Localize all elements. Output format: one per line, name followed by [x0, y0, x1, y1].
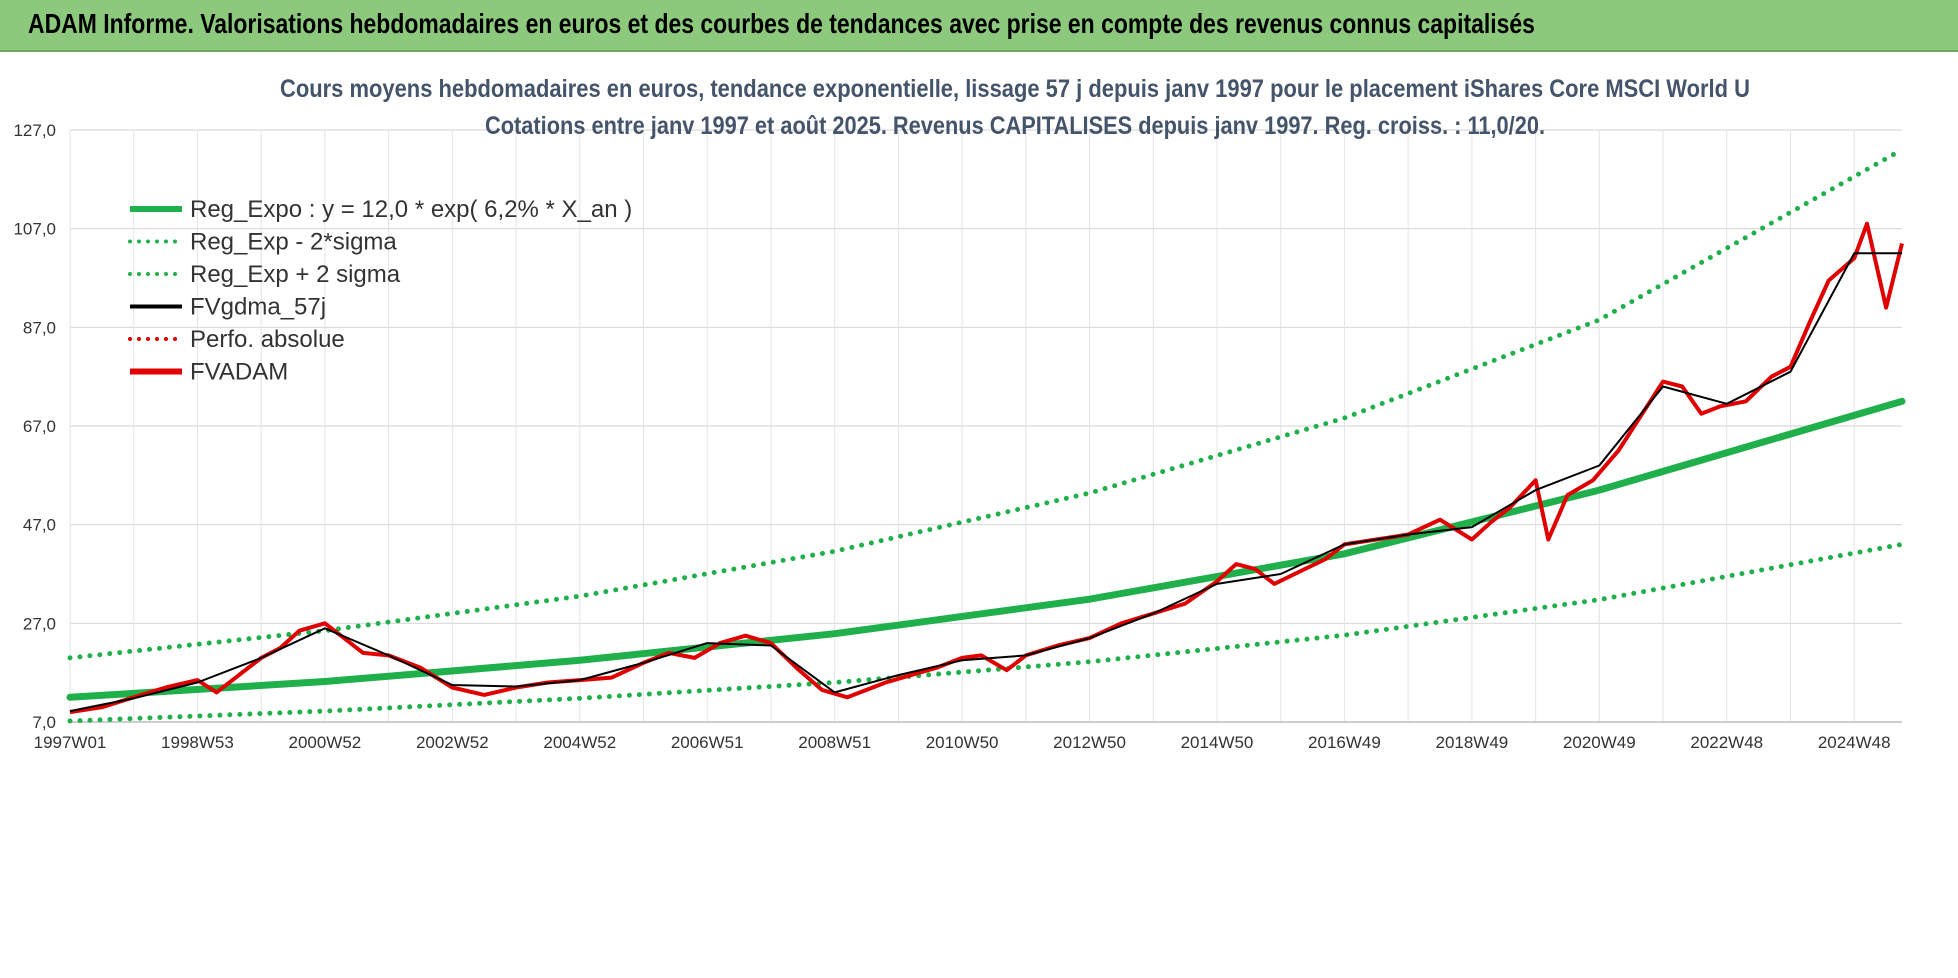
- x-tick-label: 2012W50: [1053, 733, 1126, 752]
- legend-label: Reg_Exp - 2*sigma: [190, 229, 397, 256]
- x-tick-label: 2010W50: [926, 733, 999, 752]
- x-tick-label: 2008W51: [798, 733, 871, 752]
- report-title: ADAM Informe. Valorisations hebdomadaire…: [28, 8, 1535, 39]
- legend-label: FVADAM: [190, 359, 288, 386]
- chart-title-line-1: Cours moyens hebdomadaires en euros, ten…: [280, 75, 1750, 103]
- chart-title-line-2: Cotations entre janv 1997 et août 2025. …: [485, 112, 1545, 140]
- x-tick-label: 2022W48: [1690, 733, 1763, 752]
- y-tick-label: 27,0: [23, 614, 56, 633]
- legend-label: Reg_Exp + 2 sigma: [190, 261, 401, 288]
- x-tick-label: 1997W01: [34, 733, 107, 752]
- series-reg-expo: [66, 397, 1906, 701]
- grid: [69, 129, 1902, 723]
- x-tick-label: 2000W52: [288, 733, 361, 752]
- x-tick-label: 2004W52: [543, 733, 616, 752]
- y-tick-label: 107,0: [13, 220, 56, 239]
- x-tick-label: 2020W49: [1563, 733, 1636, 752]
- x-tick-label: 2024W48: [1818, 733, 1891, 752]
- legend-label: Reg_Expo : y = 12,0 * exp( 6,2% * X_an ): [190, 196, 632, 223]
- x-tick-label: 2006W51: [671, 733, 744, 752]
- x-tick-label: 2016W49: [1308, 733, 1381, 752]
- series-layer: [66, 147, 1906, 724]
- y-axis: 7,0 27,0 47,0 67,0 87,0 107,0 127,0: [13, 121, 56, 732]
- y-tick-label: 47,0: [23, 516, 56, 535]
- legend-label: FVgdma_57j: [190, 294, 326, 321]
- report-banner: ADAM Informe. Valorisations hebdomadaire…: [0, 0, 1958, 52]
- y-tick-label: 67,0: [23, 417, 56, 436]
- x-tick-label: 2018W49: [1435, 733, 1508, 752]
- x-tick-label: 1998W53: [161, 733, 234, 752]
- legend: Reg_Expo : y = 12,0 * exp( 6,2% * X_an )…: [128, 196, 632, 386]
- x-tick-label: 2002W52: [416, 733, 489, 752]
- x-axis: 1997W01 1998W53 2000W52 2002W52 2004W52 2006W…: [34, 733, 1891, 752]
- x-tick-label: 2014W50: [1181, 733, 1254, 752]
- series-fvgdma-57j: [69, 252, 1902, 713]
- chart: Cours moyens hebdomadaires en euros, ten…: [0, 52, 1958, 978]
- series-reg-exp-minus-2-sigma: [67, 541, 1905, 724]
- y-tick-label: 87,0: [23, 318, 56, 337]
- legend-label: Perfo. absolue: [190, 326, 345, 353]
- chart-background: [0, 52, 1958, 978]
- y-tick-label: 127,0: [13, 121, 56, 140]
- series-reg-exp-plus-2-sigma: [67, 147, 1905, 661]
- y-tick-label: 7,0: [32, 713, 56, 732]
